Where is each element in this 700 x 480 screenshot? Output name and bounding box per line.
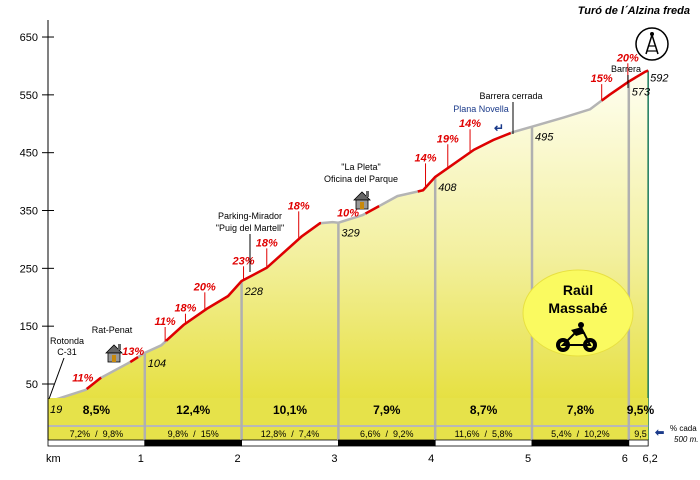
- km-elevation-label: 408: [438, 182, 457, 194]
- segment-half-km-grades: 9,5: [634, 429, 647, 439]
- annotation-rat-penat: Rat-Penat: [92, 325, 133, 335]
- steep-section-line: [600, 69, 649, 102]
- km-scale-bar: [628, 439, 649, 447]
- segment-half-km-grades: 6,6% / 9,2%: [360, 429, 414, 439]
- km-elevation-label: 19: [50, 404, 62, 416]
- profile-line: [47, 69, 649, 404]
- grade-band: [48, 398, 649, 440]
- segment-average-grade: 9,5%: [627, 403, 655, 417]
- half-km-note-unit: 500 m.: [674, 435, 698, 444]
- y-tick-label: 650: [20, 32, 38, 44]
- grade-label: 13%: [122, 346, 144, 358]
- km-scale-bar: [47, 439, 146, 447]
- steep-section-line: [129, 356, 139, 364]
- km-scale-bar: [434, 439, 533, 447]
- grade-label: 18%: [174, 303, 196, 315]
- x-tick-label: 5: [525, 453, 531, 465]
- annotation-leader: [48, 357, 65, 400]
- km-elevation-label: 592: [650, 73, 668, 85]
- km-elevation-label: 329: [341, 228, 359, 240]
- y-tick-label: 450: [20, 148, 38, 160]
- house-icon: [105, 344, 123, 363]
- author-first-name: Raül: [563, 282, 593, 298]
- steep-section-line: [417, 131, 512, 193]
- km-scale-bar: [337, 439, 436, 447]
- steep-section-line: [364, 205, 380, 215]
- segment-average-grade: 7,9%: [373, 403, 401, 417]
- segment-half-km-grades: 7,2% / 9,8%: [70, 429, 124, 439]
- grade-label: 20%: [193, 281, 216, 293]
- annotation-rotonda-c31: C-31: [57, 347, 77, 357]
- x-tick-label: 4: [428, 453, 434, 465]
- grade-label: 11%: [155, 316, 176, 328]
- km-scale-bar: [144, 439, 243, 447]
- segment-half-km-grades: 5,4% / 10,2%: [551, 429, 610, 439]
- km-elevation-label: 573: [632, 87, 651, 99]
- grade-label: 14%: [459, 118, 481, 130]
- segment-average-grade: 7,8%: [567, 403, 595, 417]
- annotation-rotonda: Rotonda: [50, 336, 84, 346]
- segment-average-grade: 8,7%: [470, 403, 498, 417]
- segment-half-km-grades: 12,8% / 7,4%: [261, 429, 320, 439]
- annotation-plana-novella: Plana Novella: [453, 104, 509, 114]
- grade-label: 23%: [232, 255, 255, 267]
- cyclist-icon: [556, 322, 597, 352]
- km-scale-bar: [241, 439, 339, 447]
- annotation-barrera: Barrera: [611, 64, 641, 74]
- grade-label: 18%: [288, 200, 310, 212]
- grade-label: 14%: [415, 152, 437, 164]
- km-scale-bar: [531, 439, 630, 447]
- half-km-note: % cada: [670, 424, 697, 433]
- chart-title: Turó de l´Alzina freda: [578, 5, 690, 17]
- grade-label: 11%: [72, 373, 93, 385]
- x-tick-label: 6: [622, 453, 628, 465]
- grade-label: 19%: [437, 133, 459, 145]
- author-last-name: Massabé: [548, 300, 607, 316]
- profile-area: [48, 70, 649, 402]
- x-axis-label: km: [46, 453, 61, 465]
- return-arrow-icon: ↵: [494, 121, 504, 135]
- annotations: Rotonda C-31 Rat-Penat Parking-Mirador "…: [48, 27, 669, 400]
- segment-half-km-grades: 9,8% / 15%: [168, 429, 219, 439]
- steep-section-line: [165, 221, 322, 342]
- grade-label: 20%: [616, 52, 639, 64]
- grade-label: 18%: [256, 237, 278, 249]
- x-tick-label: 3: [331, 453, 337, 465]
- antenna-summit-icon: [635, 27, 669, 61]
- segment-half-km-grades: 11,6% / 5,8%: [455, 429, 513, 439]
- annotation-barrera-cerrada: Barrera cerrada: [479, 91, 542, 101]
- house-icon: [353, 191, 371, 210]
- x-tick-label: 2: [235, 453, 241, 465]
- segment-average-grade: 10,1%: [273, 403, 307, 417]
- y-tick-label: 350: [20, 206, 38, 218]
- annotation-oficina-parque: Oficina del Parque: [324, 174, 398, 184]
- x-tick-label: 1: [138, 453, 144, 465]
- segment-average-grade: 12,4%: [176, 403, 210, 417]
- author-logo: Raül Massabé: [522, 269, 634, 357]
- grade-label: 15%: [591, 73, 613, 85]
- y-tick-label: 50: [26, 379, 38, 391]
- annotation-puig-del-martell: "Puig del Martell": [216, 223, 284, 233]
- km-elevation-label: 104: [148, 358, 166, 370]
- steep-section-line: [85, 376, 102, 390]
- y-tick-label: 150: [20, 321, 38, 333]
- km-elevation-label: 495: [535, 132, 554, 144]
- grade-label: 10%: [337, 207, 359, 219]
- segment-average-grade: 8,5%: [83, 403, 111, 417]
- arrow-left-icon: ⬅: [654, 427, 664, 439]
- x-tick-label: 6,2: [643, 453, 658, 465]
- km-elevation-label: 228: [244, 286, 264, 298]
- y-tick-label: 250: [20, 263, 38, 275]
- annotation-parking: Parking-Mirador: [218, 211, 282, 221]
- annotation-la-pleta: "La Pleta": [341, 162, 380, 172]
- y-tick-label: 550: [20, 90, 38, 102]
